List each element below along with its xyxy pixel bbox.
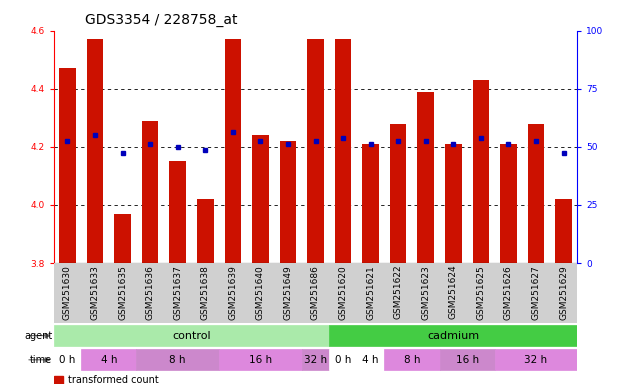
Bar <box>142 121 158 263</box>
Bar <box>81 349 136 371</box>
Bar <box>280 141 296 263</box>
Bar <box>59 68 76 263</box>
Bar <box>86 40 103 263</box>
Bar <box>440 349 495 371</box>
Bar <box>329 325 577 346</box>
Bar <box>164 263 191 323</box>
Text: 8 h: 8 h <box>170 355 186 365</box>
Bar <box>384 349 440 371</box>
Text: 16 h: 16 h <box>249 355 272 365</box>
Text: cadmium: cadmium <box>427 331 480 341</box>
Bar <box>169 161 186 263</box>
Text: 16 h: 16 h <box>456 355 479 365</box>
Text: GSM251621: GSM251621 <box>366 265 375 319</box>
Bar <box>302 263 329 323</box>
Text: 0 h: 0 h <box>59 355 76 365</box>
Bar <box>445 144 462 263</box>
Bar <box>412 263 440 323</box>
Text: GSM251633: GSM251633 <box>90 265 100 320</box>
Bar <box>335 40 351 263</box>
Bar <box>54 376 63 384</box>
Bar <box>362 144 379 263</box>
Text: GSM251637: GSM251637 <box>173 265 182 320</box>
Text: GSM251636: GSM251636 <box>146 265 155 320</box>
Bar <box>81 263 109 323</box>
Bar <box>522 263 550 323</box>
Text: 32 h: 32 h <box>524 355 548 365</box>
Text: GSM251626: GSM251626 <box>504 265 513 319</box>
Bar <box>357 349 384 371</box>
Bar <box>302 349 329 371</box>
Text: transformed count: transformed count <box>68 376 159 384</box>
Bar <box>495 263 522 323</box>
Text: control: control <box>172 331 211 341</box>
Bar <box>136 263 164 323</box>
Bar <box>114 214 131 263</box>
Text: 4 h: 4 h <box>100 355 117 365</box>
Bar <box>495 349 577 371</box>
Text: GSM251649: GSM251649 <box>283 265 292 319</box>
Text: 8 h: 8 h <box>404 355 420 365</box>
Bar <box>500 144 517 263</box>
Bar <box>219 349 302 371</box>
Text: GSM251624: GSM251624 <box>449 265 458 319</box>
Bar <box>550 263 577 323</box>
Bar <box>329 263 357 323</box>
Bar <box>54 349 81 371</box>
Bar <box>357 263 384 323</box>
Text: GSM251629: GSM251629 <box>559 265 568 319</box>
Bar <box>274 263 302 323</box>
Text: GSM251622: GSM251622 <box>394 265 403 319</box>
Text: GSM251623: GSM251623 <box>422 265 430 319</box>
Bar <box>307 40 324 263</box>
Text: GSM251630: GSM251630 <box>63 265 72 320</box>
Bar <box>329 349 357 371</box>
Text: 4 h: 4 h <box>362 355 379 365</box>
Bar <box>473 80 489 263</box>
Bar <box>390 124 406 263</box>
Bar <box>219 263 247 323</box>
Text: 32 h: 32 h <box>304 355 327 365</box>
Text: GSM251627: GSM251627 <box>531 265 541 319</box>
Text: GDS3354 / 228758_at: GDS3354 / 228758_at <box>85 13 238 27</box>
Bar <box>467 263 495 323</box>
Bar <box>225 40 241 263</box>
Bar <box>54 325 329 346</box>
Text: GSM251625: GSM251625 <box>476 265 485 319</box>
Bar <box>418 92 434 263</box>
Bar <box>555 199 572 263</box>
Bar <box>54 263 81 323</box>
Bar <box>528 124 545 263</box>
Bar <box>384 263 412 323</box>
Text: GSM251638: GSM251638 <box>201 265 209 320</box>
Bar <box>440 263 467 323</box>
Bar <box>247 263 274 323</box>
Bar <box>191 263 219 323</box>
Text: agent: agent <box>24 331 52 341</box>
Bar <box>136 349 219 371</box>
Text: 0 h: 0 h <box>335 355 351 365</box>
Text: GSM251639: GSM251639 <box>228 265 237 320</box>
Text: GSM251640: GSM251640 <box>256 265 265 319</box>
Bar <box>197 199 213 263</box>
Text: GSM251686: GSM251686 <box>311 265 320 320</box>
Text: GSM251635: GSM251635 <box>118 265 127 320</box>
Bar <box>109 263 136 323</box>
Text: time: time <box>30 355 52 365</box>
Text: GSM251620: GSM251620 <box>339 265 348 319</box>
Bar <box>252 135 269 263</box>
